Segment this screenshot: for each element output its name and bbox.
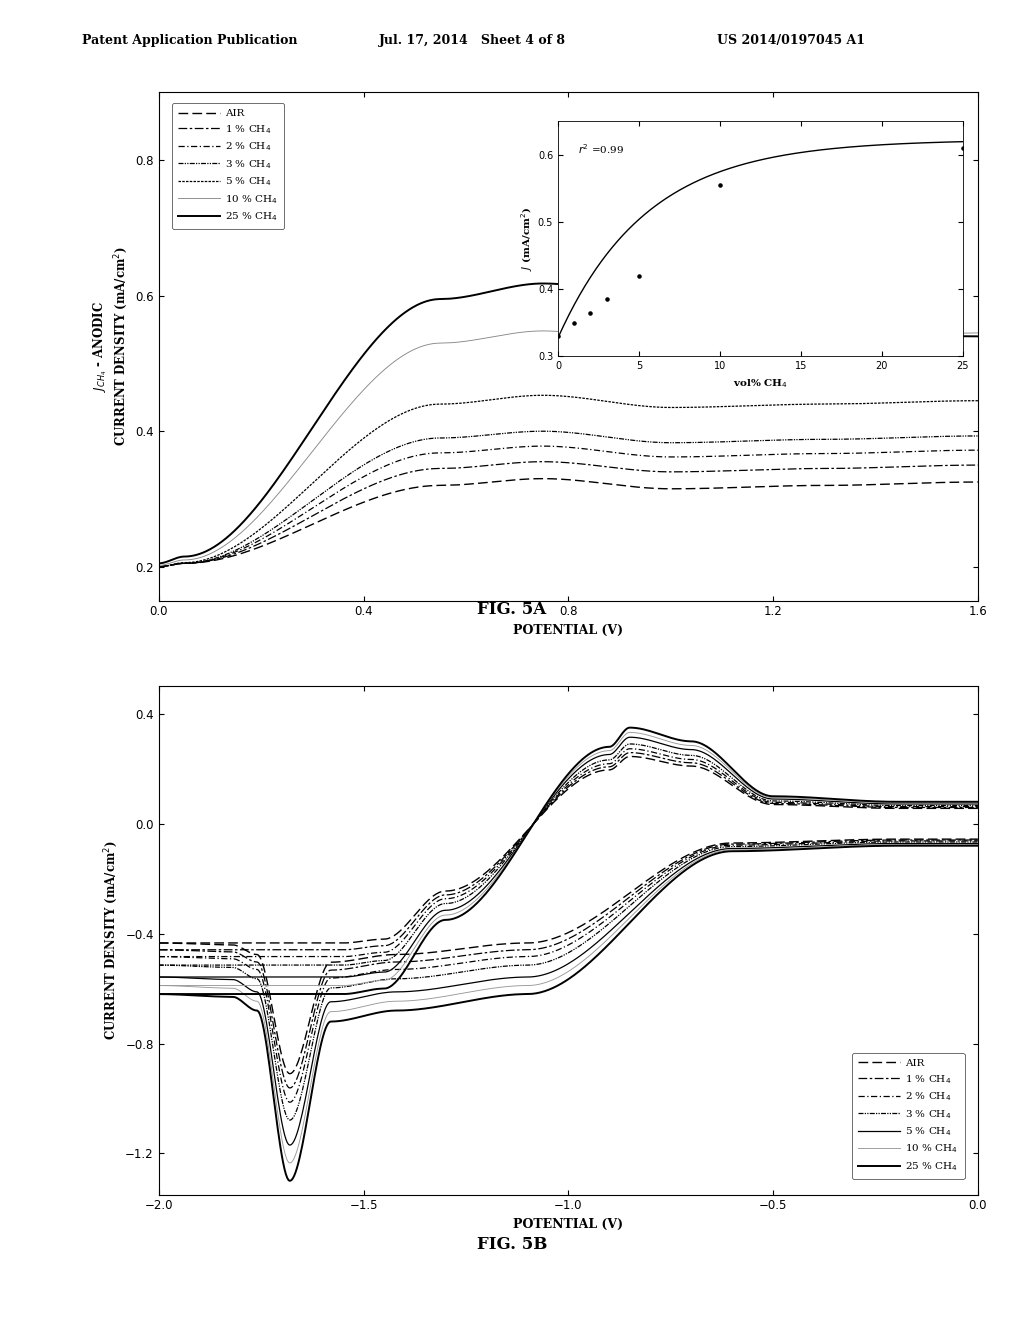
Text: Jul. 17, 2014   Sheet 4 of 8: Jul. 17, 2014 Sheet 4 of 8 [379, 34, 566, 48]
Y-axis label: $J$ (mA/cm$^2$): $J$ (mA/cm$^2$) [519, 207, 536, 271]
Y-axis label: CURRENT DENSITY (mA/cm$^2$): CURRENT DENSITY (mA/cm$^2$) [102, 841, 120, 1040]
Legend: AIR, 1 % CH$_4$, 2 % CH$_4$, 3 % CH$_4$, 5 % CH$_4$, 10 % CH$_4$, 25 % CH$_4$: AIR, 1 % CH$_4$, 2 % CH$_4$, 3 % CH$_4$,… [852, 1052, 965, 1179]
Y-axis label: $J_{CH_4}$ - ANODIC
CURRENT DENSITY (mA/cm$^2$): $J_{CH_4}$ - ANODIC CURRENT DENSITY (mA/… [92, 247, 130, 446]
Legend: AIR, 1 % CH$_4$, 2 % CH$_4$, 3 % CH$_4$, 5 % CH$_4$, 10 % CH$_4$, 25 % CH$_4$: AIR, 1 % CH$_4$, 2 % CH$_4$, 3 % CH$_4$,… [172, 103, 285, 230]
Text: US 2014/0197045 A1: US 2014/0197045 A1 [717, 34, 865, 48]
Text: FIG. 5B: FIG. 5B [477, 1236, 547, 1253]
Text: $r^2$ =0.99: $r^2$ =0.99 [579, 143, 625, 156]
Text: Patent Application Publication: Patent Application Publication [82, 34, 297, 48]
Text: FIG. 5A: FIG. 5A [477, 601, 547, 618]
X-axis label: vol% CH$_4$: vol% CH$_4$ [733, 376, 787, 389]
X-axis label: POTENTIAL (V): POTENTIAL (V) [513, 1218, 624, 1232]
X-axis label: POTENTIAL (V): POTENTIAL (V) [513, 624, 624, 638]
